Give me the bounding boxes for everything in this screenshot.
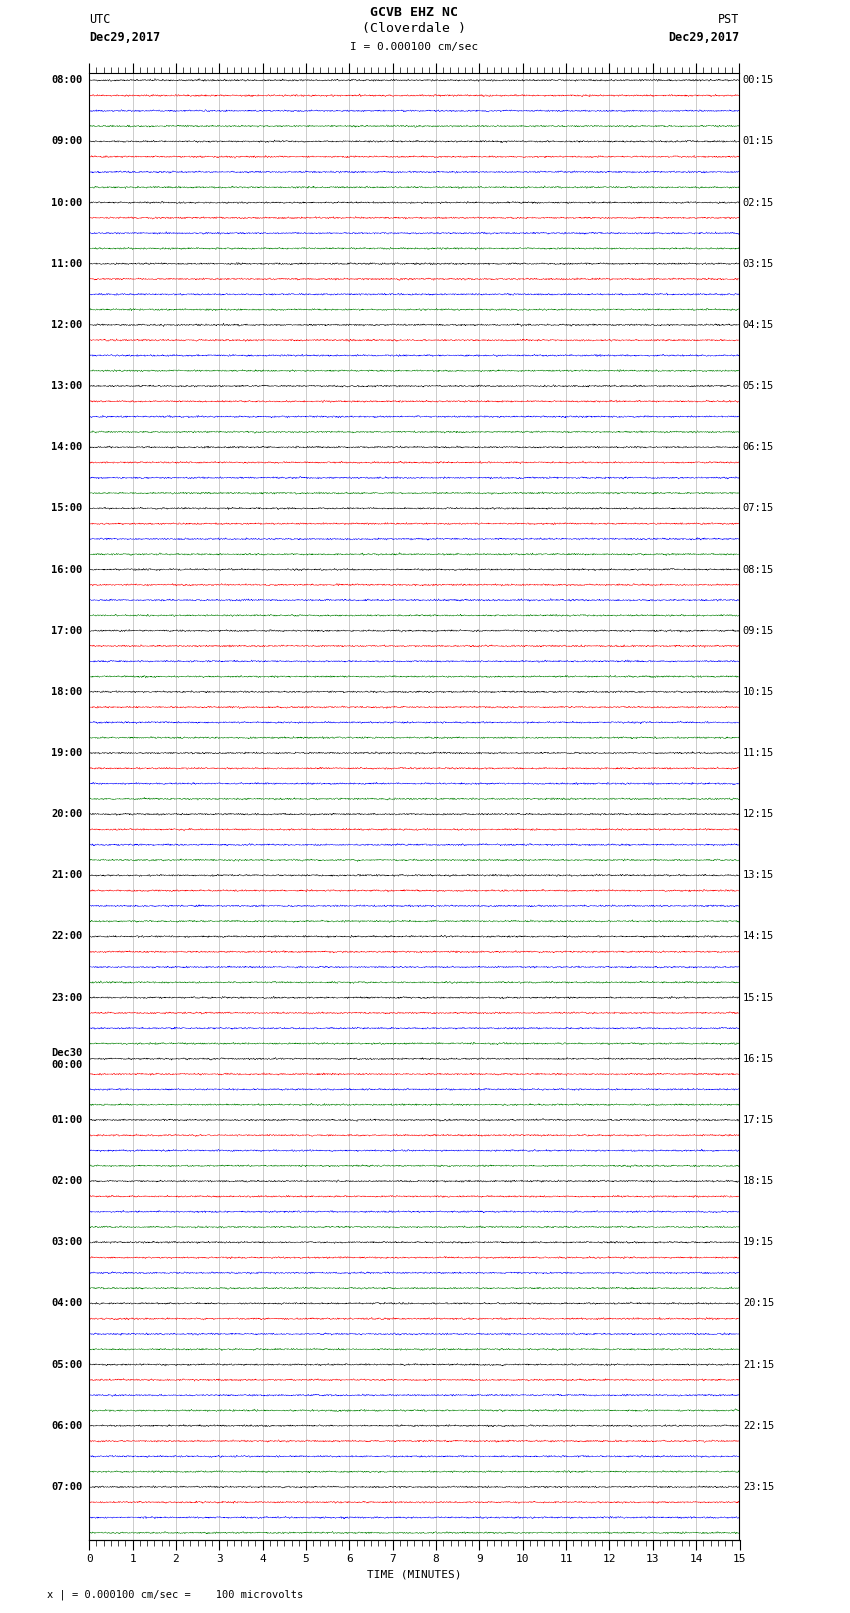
- Text: 12:15: 12:15: [743, 810, 774, 819]
- Text: 07:15: 07:15: [743, 503, 774, 513]
- Text: 10:15: 10:15: [743, 687, 774, 697]
- Text: 01:15: 01:15: [743, 137, 774, 147]
- Text: 08:00: 08:00: [52, 76, 82, 85]
- Text: 03:00: 03:00: [52, 1237, 82, 1247]
- Text: 14:15: 14:15: [743, 931, 774, 942]
- Text: 16:00: 16:00: [52, 565, 82, 574]
- Text: x | = 0.000100 cm/sec =    100 microvolts: x | = 0.000100 cm/sec = 100 microvolts: [47, 1589, 303, 1600]
- Text: 14:00: 14:00: [52, 442, 82, 452]
- Text: UTC: UTC: [89, 13, 110, 26]
- Text: 05:00: 05:00: [52, 1360, 82, 1369]
- X-axis label: TIME (MINUTES): TIME (MINUTES): [367, 1569, 462, 1579]
- Text: 19:15: 19:15: [743, 1237, 774, 1247]
- Text: 04:00: 04:00: [52, 1298, 82, 1308]
- Text: 02:00: 02:00: [52, 1176, 82, 1186]
- Text: 22:00: 22:00: [52, 931, 82, 942]
- Text: 11:00: 11:00: [52, 258, 82, 269]
- Text: 15:00: 15:00: [52, 503, 82, 513]
- Text: Dec29,2017: Dec29,2017: [668, 31, 740, 44]
- Text: 07:00: 07:00: [52, 1482, 82, 1492]
- Text: 23:00: 23:00: [52, 992, 82, 1003]
- Text: 20:15: 20:15: [743, 1298, 774, 1308]
- Text: 10:00: 10:00: [52, 197, 82, 208]
- Text: 16:15: 16:15: [743, 1053, 774, 1065]
- Text: 09:15: 09:15: [743, 626, 774, 636]
- Text: 11:15: 11:15: [743, 748, 774, 758]
- Text: 09:00: 09:00: [52, 137, 82, 147]
- Text: (Cloverdale ): (Cloverdale ): [362, 23, 467, 35]
- Text: 18:00: 18:00: [52, 687, 82, 697]
- Text: 17:15: 17:15: [743, 1115, 774, 1124]
- Text: 19:00: 19:00: [52, 748, 82, 758]
- Text: 22:15: 22:15: [743, 1421, 774, 1431]
- Text: Dec29,2017: Dec29,2017: [89, 31, 161, 44]
- Text: 05:15: 05:15: [743, 381, 774, 390]
- Text: 02:15: 02:15: [743, 197, 774, 208]
- Text: 13:15: 13:15: [743, 871, 774, 881]
- Text: 08:15: 08:15: [743, 565, 774, 574]
- Text: 15:15: 15:15: [743, 992, 774, 1003]
- Text: 13:00: 13:00: [52, 381, 82, 390]
- Text: 21:15: 21:15: [743, 1360, 774, 1369]
- Text: Dec30
00:00: Dec30 00:00: [52, 1048, 82, 1069]
- Text: 01:00: 01:00: [52, 1115, 82, 1124]
- Text: 17:00: 17:00: [52, 626, 82, 636]
- Text: 21:00: 21:00: [52, 871, 82, 881]
- Text: PST: PST: [718, 13, 740, 26]
- Text: GCVB EHZ NC: GCVB EHZ NC: [371, 6, 458, 19]
- Text: 03:15: 03:15: [743, 258, 774, 269]
- Text: 00:15: 00:15: [743, 76, 774, 85]
- Text: 06:00: 06:00: [52, 1421, 82, 1431]
- Text: 18:15: 18:15: [743, 1176, 774, 1186]
- Text: 06:15: 06:15: [743, 442, 774, 452]
- Text: 12:00: 12:00: [52, 319, 82, 331]
- Text: 04:15: 04:15: [743, 319, 774, 331]
- Text: 20:00: 20:00: [52, 810, 82, 819]
- Text: 23:15: 23:15: [743, 1482, 774, 1492]
- Text: I = 0.000100 cm/sec: I = 0.000100 cm/sec: [350, 42, 479, 52]
